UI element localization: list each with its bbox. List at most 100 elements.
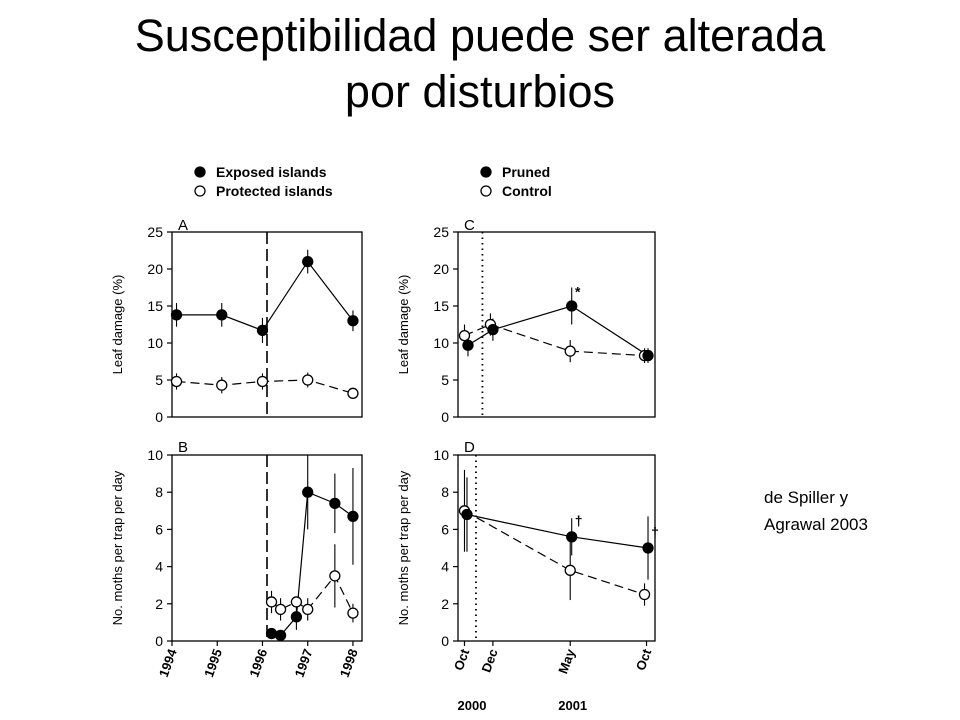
panel-b-xtick-label: 1997 bbox=[292, 647, 316, 679]
panel-c: C 0 5 10 15 20 25 Leaf damage (%) * Pruned Control bbox=[396, 164, 656, 425]
legend-marker-filled bbox=[194, 166, 206, 178]
panel-b-series-filled-point bbox=[274, 629, 287, 642]
panel-b-series-open-point bbox=[274, 603, 287, 616]
panel-a-series-open-point bbox=[347, 387, 359, 399]
panel-b-series-filled-point bbox=[329, 497, 341, 510]
panel-b-series-open-line bbox=[271, 574, 354, 614]
panel-d-frame bbox=[457, 454, 656, 642]
panel-d-ytick-label: 2 bbox=[441, 596, 449, 612]
panel-c-ytick-label: 5 bbox=[441, 372, 449, 388]
panel-c-ylabel: Leaf damage (%) bbox=[396, 275, 411, 375]
legend-marker-open bbox=[194, 185, 206, 197]
panel-c-ytick-label: 25 bbox=[433, 224, 449, 240]
panel-d-ytick-label: 8 bbox=[441, 484, 449, 500]
panel-b-ytick-label: 10 bbox=[147, 447, 163, 463]
citation: de Spiller y Agrawal 2003 bbox=[764, 484, 868, 538]
panel-b-ytick-label: 8 bbox=[155, 484, 163, 500]
panel-d-xtick-label: Oct bbox=[633, 646, 655, 672]
panel-c-series-open-point bbox=[458, 329, 471, 342]
citation-line-2: Agrawal 2003 bbox=[764, 515, 868, 534]
panel-a-series-filled-point bbox=[347, 315, 359, 327]
panel-b-series-filled-point bbox=[302, 486, 314, 498]
panel-d-year-label: 2000 bbox=[458, 698, 487, 713]
panel-b-series-filled-point bbox=[265, 627, 278, 640]
panel-c-series-filled-point bbox=[642, 349, 654, 362]
panel-d-annotation: † bbox=[651, 524, 659, 540]
panel-c-series-open-point bbox=[564, 345, 576, 357]
panel-d-letter: D bbox=[464, 439, 475, 456]
panel-b-series-open-point bbox=[302, 603, 314, 616]
panel-a-series-open-point bbox=[170, 375, 183, 388]
panel-b-series-open-point bbox=[290, 596, 303, 608]
panel-c-series-filled-point bbox=[487, 324, 499, 336]
panel-d-ytick-label: 4 bbox=[441, 559, 449, 575]
panel-a-ytick-label: 15 bbox=[147, 298, 163, 314]
panel-d-series-open-point bbox=[564, 564, 576, 576]
legend-label: Pruned bbox=[502, 164, 550, 180]
panel-d-series-filled-line bbox=[466, 513, 649, 549]
panel-b-xtick-label: 1995 bbox=[201, 647, 225, 679]
panel-b-xtick-label: 1994 bbox=[156, 646, 180, 679]
panel-c-letter: C bbox=[464, 217, 475, 234]
panel-a-series-filled-line bbox=[176, 260, 354, 332]
panel-b: B 0 2 4 6 8 10 No. moths per trap per day 1994 19… bbox=[110, 439, 363, 679]
panel-b-series-open-point bbox=[265, 596, 278, 608]
panel-a-ytick-label: 0 bbox=[155, 409, 163, 425]
panel-b-series-filled-point bbox=[290, 611, 303, 623]
panel-d-ytick-label: 10 bbox=[433, 447, 449, 463]
panel-c-series-filled-point bbox=[566, 300, 578, 312]
legend-marker-filled bbox=[480, 166, 492, 178]
panel-d-ytick-label: 0 bbox=[441, 633, 449, 649]
panel-d-series-filled-point bbox=[461, 508, 473, 521]
panel-b-ylabel: No. moths per trap per day bbox=[110, 470, 125, 625]
panel-d-ytick-label: 6 bbox=[441, 521, 449, 537]
panel-a-series-open-point bbox=[302, 374, 314, 386]
panel-c-ytick-label: 20 bbox=[433, 261, 449, 277]
panel-d-series-filled-point bbox=[566, 531, 578, 543]
panel-d-series-open-point bbox=[638, 588, 651, 601]
panel-d-year-label: 2001 bbox=[558, 698, 587, 713]
panel-b-ytick-label: 2 bbox=[155, 596, 163, 612]
panel-c-frame bbox=[457, 231, 656, 418]
panel-a-series-filled-point bbox=[170, 309, 183, 321]
panel-b-letter: B bbox=[178, 439, 188, 456]
legend-label: Control bbox=[502, 183, 552, 199]
panel-d-ylabel: No. moths per trap per day bbox=[396, 470, 411, 625]
panel-b-ytick-label: 4 bbox=[155, 559, 163, 575]
panel-c-series-filled-line bbox=[467, 305, 649, 357]
panel-a-series-filled-point bbox=[216, 309, 228, 321]
panel-a-series-open-point bbox=[256, 375, 269, 388]
panel-b-ytick-label: 6 bbox=[155, 521, 163, 537]
legend-label: Protected islands bbox=[216, 183, 333, 199]
panel-c-ytick-label: 0 bbox=[441, 409, 449, 425]
panel-b-ytick-label: 0 bbox=[155, 633, 163, 649]
panel-c-ytick-label: 10 bbox=[433, 335, 449, 351]
panel-a-letter: A bbox=[178, 217, 188, 234]
panel-a-series-filled-point bbox=[302, 255, 314, 268]
slide-title: Susceptibilidad puede ser alterada por d… bbox=[0, 8, 960, 120]
panel-b-series-open-point bbox=[329, 570, 341, 582]
panel-c-series-open-line bbox=[464, 323, 645, 357]
panel-c-ytick-label: 15 bbox=[433, 298, 449, 314]
legend-marker-open bbox=[480, 185, 492, 197]
legend-label: Exposed islands bbox=[216, 164, 327, 180]
panel-a-ytick-label: 20 bbox=[147, 261, 163, 277]
panel-a-ytick-label: 25 bbox=[147, 224, 163, 240]
panel-a-series-open-point bbox=[216, 379, 228, 391]
panel-b-series-open-point bbox=[347, 607, 359, 619]
panel-a-ytick-label: 10 bbox=[147, 335, 163, 351]
panel-a: A 0 5 10 15 20 25 Leaf damage (%) Exposed island… bbox=[110, 164, 363, 425]
panel-c-annotation: * bbox=[575, 283, 581, 299]
panel-d-series-open-line bbox=[464, 510, 645, 596]
panel-d-series-filled-point bbox=[642, 542, 654, 554]
panel-d-xtick-label: May bbox=[555, 646, 578, 676]
panel-b-xtick-label: 1996 bbox=[246, 647, 270, 679]
panel-c-legend: Pruned Control bbox=[480, 164, 552, 199]
panel-b-series-filled-point bbox=[347, 510, 359, 523]
panel-d-annotation: † bbox=[575, 513, 583, 529]
panel-a-ylabel: Leaf damage (%) bbox=[110, 275, 125, 375]
panel-d-xtick-label: Dec bbox=[478, 647, 500, 675]
panel-d-xtick-label: Oct bbox=[451, 646, 473, 672]
